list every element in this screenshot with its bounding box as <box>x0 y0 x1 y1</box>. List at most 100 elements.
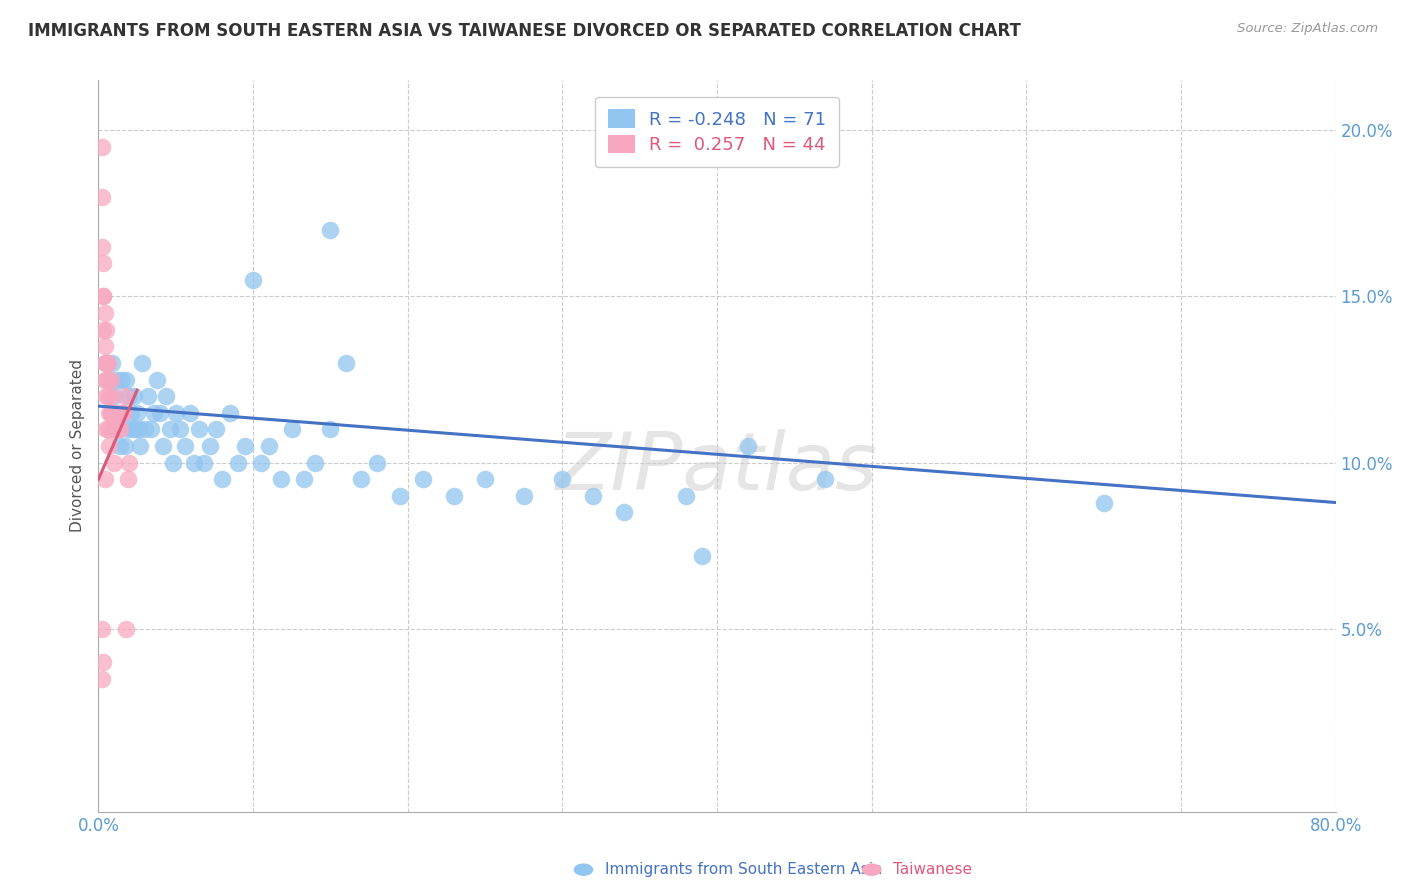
Point <box>257 439 280 453</box>
Point <box>96 422 118 436</box>
Point <box>112 406 135 420</box>
Point <box>146 372 169 386</box>
Point <box>100 406 122 420</box>
Point <box>219 406 242 420</box>
Point <box>98 372 121 386</box>
Point <box>117 422 139 436</box>
Point <box>188 422 211 436</box>
Point <box>152 439 174 453</box>
Point <box>96 323 118 337</box>
Point <box>104 422 127 436</box>
Point <box>235 439 257 453</box>
Text: Immigrants from South Eastern Asia: Immigrants from South Eastern Asia <box>605 863 882 877</box>
Point <box>97 389 120 403</box>
Point <box>114 389 136 403</box>
Point <box>93 372 115 386</box>
Point <box>179 406 201 420</box>
Point <box>98 372 121 386</box>
Text: ZIPatlas: ZIPatlas <box>555 429 879 507</box>
Point <box>139 422 162 436</box>
Point <box>96 372 118 386</box>
Point <box>159 422 181 436</box>
Point <box>103 389 125 403</box>
Point <box>97 356 120 370</box>
Point <box>114 439 136 453</box>
Point <box>93 339 115 353</box>
Point <box>100 389 122 403</box>
Point <box>412 472 434 486</box>
Point <box>105 372 128 386</box>
Point <box>155 389 177 403</box>
Point <box>292 472 315 486</box>
Point <box>193 456 215 470</box>
Point <box>115 622 138 636</box>
Point <box>91 289 114 303</box>
Point <box>183 456 205 470</box>
Point <box>319 223 342 237</box>
Point <box>96 389 118 403</box>
Point <box>205 422 228 436</box>
Point <box>103 422 125 436</box>
Point <box>304 456 326 470</box>
Point <box>93 306 115 320</box>
Point <box>111 372 134 386</box>
Point <box>93 356 115 370</box>
Point <box>98 439 121 453</box>
Point <box>98 406 121 420</box>
Point <box>814 472 837 486</box>
Point <box>169 422 191 436</box>
Text: Taiwanese: Taiwanese <box>893 863 972 877</box>
Point <box>124 422 146 436</box>
Point <box>104 406 127 420</box>
Point <box>91 655 114 669</box>
Point <box>91 256 114 270</box>
Legend: R = -0.248   N = 71, R =  0.257   N = 44: R = -0.248 N = 71, R = 0.257 N = 44 <box>595 96 839 167</box>
Point <box>675 489 697 503</box>
Point <box>122 389 145 403</box>
Point <box>108 439 131 453</box>
Point <box>388 489 412 503</box>
Point <box>101 422 124 436</box>
Point <box>143 406 166 420</box>
Point <box>737 439 759 453</box>
Point <box>136 389 159 403</box>
Point <box>366 456 388 470</box>
Point <box>350 472 373 486</box>
Text: IMMIGRANTS FROM SOUTH EASTERN ASIA VS TAIWANESE DIVORCED OR SEPARATED CORRELATIO: IMMIGRANTS FROM SOUTH EASTERN ASIA VS TA… <box>28 22 1021 40</box>
Text: Source: ZipAtlas.com: Source: ZipAtlas.com <box>1237 22 1378 36</box>
Point <box>121 422 143 436</box>
Point <box>1092 495 1115 509</box>
Point <box>211 472 233 486</box>
Point <box>90 140 112 154</box>
Point <box>90 189 112 203</box>
Point <box>270 472 292 486</box>
Point <box>100 406 122 420</box>
Point <box>107 422 129 436</box>
Point <box>149 406 172 420</box>
Point <box>100 372 122 386</box>
Point <box>111 406 134 420</box>
Point <box>108 422 131 436</box>
Point <box>319 422 342 436</box>
Y-axis label: Divorced or Separated: Divorced or Separated <box>70 359 86 533</box>
Point <box>101 356 124 370</box>
Point <box>97 422 120 436</box>
Point <box>112 406 135 420</box>
Point <box>551 472 574 486</box>
Point <box>115 372 138 386</box>
Point <box>242 273 264 287</box>
Point <box>103 456 125 470</box>
Point <box>129 439 152 453</box>
Point <box>91 323 114 337</box>
Point <box>281 422 304 436</box>
Point <box>127 406 149 420</box>
Point <box>96 356 118 370</box>
Point <box>474 472 496 486</box>
Point <box>131 356 153 370</box>
Point <box>93 472 115 486</box>
Point <box>162 456 184 470</box>
Point <box>165 406 187 420</box>
Point <box>128 422 150 436</box>
Point <box>613 506 636 520</box>
Point <box>335 356 357 370</box>
